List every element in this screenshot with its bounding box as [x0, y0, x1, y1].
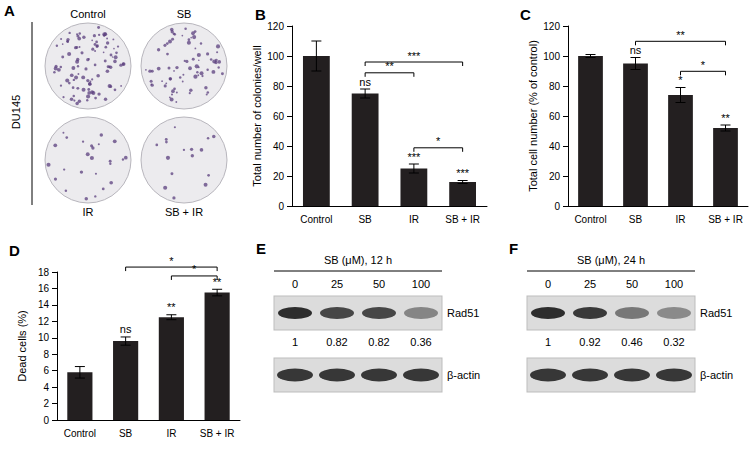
svg-text:120: 120 — [543, 21, 560, 32]
svg-text:*: * — [436, 135, 441, 147]
svg-text:B: B — [255, 6, 266, 23]
svg-text:Dead cells (%): Dead cells (%) — [16, 310, 28, 382]
svg-text:SB: SB — [177, 8, 192, 20]
svg-text:20: 20 — [273, 171, 285, 182]
svg-text:C: C — [520, 6, 531, 23]
svg-text:0: 0 — [292, 278, 298, 290]
svg-text:40: 40 — [273, 141, 285, 152]
svg-text:4: 4 — [43, 382, 49, 393]
svg-text:**: ** — [676, 29, 685, 41]
svg-text:ns: ns — [359, 76, 371, 88]
svg-text:100: 100 — [665, 278, 683, 290]
svg-text:60: 60 — [549, 111, 561, 122]
svg-text:A: A — [4, 2, 15, 19]
svg-text:E: E — [256, 240, 266, 257]
svg-text:25: 25 — [331, 278, 343, 290]
svg-text:***: *** — [407, 50, 421, 62]
svg-text:*: * — [169, 255, 174, 267]
svg-text:β-actin: β-actin — [700, 369, 733, 381]
svg-text:*: * — [192, 263, 197, 275]
svg-text:14: 14 — [38, 299, 50, 310]
svg-text:DU145: DU145 — [10, 95, 22, 129]
svg-text:0: 0 — [278, 201, 284, 212]
svg-text:6: 6 — [43, 365, 49, 376]
svg-text:*: * — [701, 59, 706, 71]
svg-text:0: 0 — [545, 278, 551, 290]
svg-text:10: 10 — [38, 332, 50, 343]
svg-text:Total number of colonies/well: Total number of colonies/well — [251, 45, 263, 186]
svg-text:Control: Control — [70, 8, 105, 20]
svg-text:IR: IR — [409, 214, 419, 225]
svg-text:1: 1 — [292, 336, 298, 348]
svg-text:0: 0 — [554, 201, 560, 212]
svg-text:Rad51: Rad51 — [700, 307, 732, 319]
svg-text:**: ** — [167, 301, 176, 313]
svg-text:100: 100 — [543, 51, 560, 62]
svg-text:0.82: 0.82 — [326, 336, 347, 348]
svg-text:100: 100 — [412, 278, 430, 290]
svg-text:SB + IR: SB + IR — [708, 214, 743, 225]
svg-text:F: F — [509, 240, 518, 257]
svg-text:100: 100 — [267, 51, 284, 62]
svg-text:80: 80 — [549, 81, 561, 92]
svg-text:0.36: 0.36 — [410, 336, 431, 348]
svg-text:120: 120 — [267, 21, 284, 32]
svg-text:Rad51: Rad51 — [447, 307, 479, 319]
svg-text:IR: IR — [676, 214, 686, 225]
svg-text:2: 2 — [43, 398, 49, 409]
svg-text:18: 18 — [38, 267, 50, 278]
svg-text:IR: IR — [166, 428, 176, 439]
svg-text:1: 1 — [545, 336, 551, 348]
svg-text:*: * — [678, 74, 683, 86]
svg-text:0.32: 0.32 — [663, 336, 684, 348]
svg-text:SB + IR: SB + IR — [200, 428, 235, 439]
svg-text:SB: SB — [119, 428, 133, 439]
svg-text:SB (μM), 24 h: SB (μM), 24 h — [577, 254, 645, 266]
svg-text:ns: ns — [630, 44, 642, 56]
svg-text:Control: Control — [64, 428, 96, 439]
svg-text:60: 60 — [273, 111, 285, 122]
svg-text:**: ** — [213, 276, 222, 288]
svg-text:12: 12 — [38, 316, 50, 327]
svg-text:20: 20 — [549, 171, 561, 182]
svg-text:0.92: 0.92 — [579, 336, 600, 348]
svg-text:ns: ns — [120, 323, 132, 335]
svg-text:8: 8 — [43, 349, 49, 360]
svg-text:16: 16 — [38, 283, 50, 294]
svg-text:0.46: 0.46 — [621, 336, 642, 348]
svg-text:50: 50 — [373, 278, 385, 290]
svg-text:Total cell number (% of contro: Total cell number (% of control) — [527, 40, 539, 192]
svg-text:IR: IR — [83, 206, 94, 218]
svg-text:40: 40 — [549, 141, 561, 152]
svg-text:25: 25 — [584, 278, 596, 290]
svg-text:***: *** — [407, 151, 421, 163]
svg-text:0: 0 — [43, 415, 49, 426]
svg-text:80: 80 — [273, 81, 285, 92]
svg-text:SB (μM), 12 h: SB (μM), 12 h — [324, 254, 392, 266]
svg-text:Control: Control — [300, 214, 332, 225]
svg-text:D: D — [9, 242, 20, 259]
svg-text:**: ** — [721, 112, 730, 124]
svg-text:SB + IR: SB + IR — [445, 214, 480, 225]
svg-text:β-actin: β-actin — [447, 369, 480, 381]
svg-text:SB: SB — [358, 214, 372, 225]
svg-text:SB: SB — [629, 214, 643, 225]
svg-text:SB + IR: SB + IR — [165, 206, 203, 218]
svg-text:50: 50 — [626, 278, 638, 290]
svg-text:0.82: 0.82 — [368, 336, 389, 348]
svg-text:***: *** — [456, 167, 470, 179]
svg-text:Control: Control — [574, 214, 606, 225]
